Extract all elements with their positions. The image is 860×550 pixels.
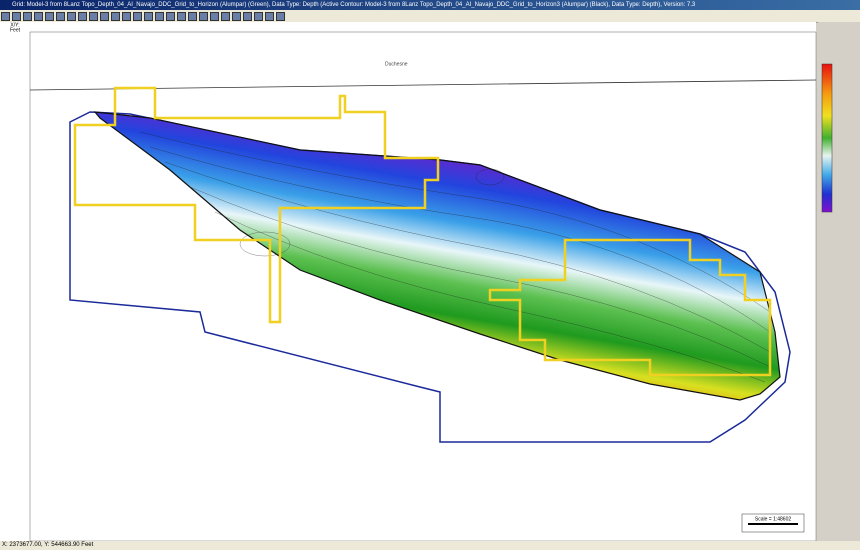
scale-title: Scale = 1:48602 (755, 516, 791, 522)
county-line (29, 79, 817, 91)
left-ruler (0, 22, 30, 541)
lease-outline (488, 238, 772, 377)
place-label: Duchesne (385, 61, 408, 67)
toolbar[interactable] (0, 10, 860, 23)
map-view: Duchesne X/Y: Feet Scale = 1:48602 (0, 22, 860, 541)
ruler-corner: X/Y: (10, 22, 19, 28)
status-bar: X: 2373677.00, Y: 544663.90 Feet (0, 541, 860, 550)
lease-outline (73, 86, 440, 324)
depth-surface (93, 111, 781, 401)
color-legend (821, 63, 833, 213)
scale-line (748, 523, 798, 525)
ruler-corner: Feet (10, 27, 21, 33)
title-bar: Grid: Model-3 from 8Lanz Topo_Depth_04_A… (0, 0, 860, 10)
top-ruler (0, 22, 816, 32)
